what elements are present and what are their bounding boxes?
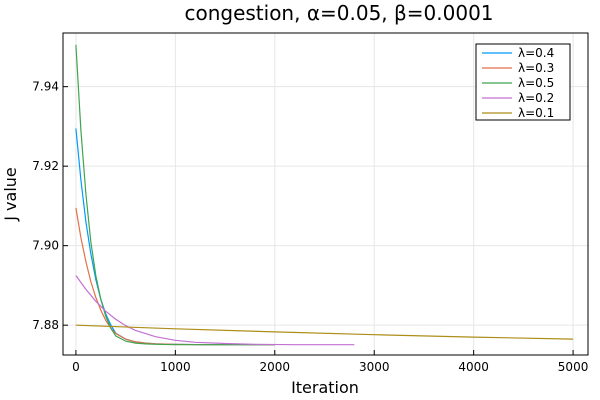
legend-label: λ=0.4	[518, 46, 554, 60]
series-line-λ=0.2	[75, 275, 355, 346]
legend-label: λ=0.1	[518, 106, 554, 120]
x-tick-label: 5000	[558, 360, 589, 374]
legend-label: λ=0.2	[518, 91, 554, 105]
x-axis-label: Iteration	[291, 378, 359, 397]
x-tick-label: 4000	[458, 360, 489, 374]
y-axis-label: J value	[1, 167, 20, 222]
series-layer	[75, 44, 574, 346]
series-line-λ=0.5	[75, 44, 275, 346]
chart-title: congestion, α=0.05, β=0.0001	[184, 1, 493, 25]
x-tick-label: 3000	[359, 360, 390, 374]
y-tick-label: 7.94	[32, 80, 59, 94]
tick-layer: 0 1000 2000 3000 4000 5000 7.88 7.90 7.92 7.94	[32, 80, 588, 374]
legend-box	[475, 43, 571, 121]
y-tick-label: 7.88	[32, 318, 59, 332]
legend: λ=0.4λ=0.3λ=0.5λ=0.2λ=0.1	[475, 43, 571, 121]
plot-frame	[62, 32, 589, 356]
x-tick-label: 1000	[160, 360, 191, 374]
legend-label: λ=0.3	[518, 61, 554, 75]
x-tick-label: 2000	[260, 360, 291, 374]
x-tick-label: 0	[72, 360, 80, 374]
legend-label: λ=0.5	[518, 76, 554, 90]
series-line-λ=0.1	[75, 324, 574, 340]
y-tick-label: 7.92	[32, 159, 59, 173]
y-tick-label: 7.90	[32, 239, 59, 253]
